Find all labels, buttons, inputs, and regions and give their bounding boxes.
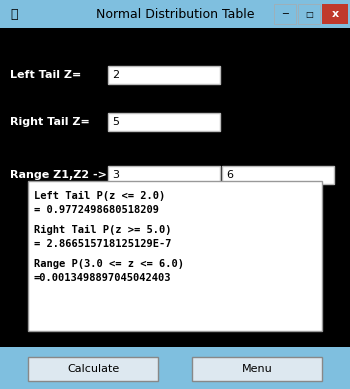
Text: = 0.9772498680518209: = 0.9772498680518209 xyxy=(34,205,159,215)
Text: 5: 5 xyxy=(112,117,119,127)
FancyBboxPatch shape xyxy=(298,4,320,24)
FancyBboxPatch shape xyxy=(28,181,322,331)
Text: 6: 6 xyxy=(226,170,233,180)
Text: 2: 2 xyxy=(112,70,119,80)
FancyBboxPatch shape xyxy=(322,4,348,24)
Text: Normal Distribution Table: Normal Distribution Table xyxy=(96,7,254,21)
Text: = 2.866515718125129E-7: = 2.866515718125129E-7 xyxy=(34,239,172,249)
Text: Menu: Menu xyxy=(241,364,272,374)
FancyBboxPatch shape xyxy=(0,0,350,28)
Text: Range P(3.0 <= z <= 6.0): Range P(3.0 <= z <= 6.0) xyxy=(34,259,184,269)
FancyBboxPatch shape xyxy=(28,357,158,381)
Text: Left Tail P(z <= 2.0): Left Tail P(z <= 2.0) xyxy=(34,191,165,201)
FancyBboxPatch shape xyxy=(0,28,350,347)
Text: x: x xyxy=(331,9,338,19)
Text: 🏺: 🏺 xyxy=(10,7,18,21)
Text: ─: ─ xyxy=(282,9,288,19)
FancyBboxPatch shape xyxy=(274,4,296,24)
FancyBboxPatch shape xyxy=(192,357,322,381)
Text: Right Tail Z=: Right Tail Z= xyxy=(10,117,90,127)
Text: Right Tail P(z >= 5.0): Right Tail P(z >= 5.0) xyxy=(34,225,172,235)
Text: Calculate: Calculate xyxy=(67,364,119,374)
Text: □: □ xyxy=(305,9,313,19)
Text: 3: 3 xyxy=(112,170,119,180)
Text: Left Tail Z=: Left Tail Z= xyxy=(10,70,81,80)
FancyBboxPatch shape xyxy=(222,166,334,184)
Text: =0.0013498897045042403: =0.0013498897045042403 xyxy=(34,273,172,283)
FancyBboxPatch shape xyxy=(108,166,220,184)
Text: Range Z1,Z2 ->: Range Z1,Z2 -> xyxy=(10,170,107,180)
FancyBboxPatch shape xyxy=(108,113,220,131)
FancyBboxPatch shape xyxy=(108,66,220,84)
